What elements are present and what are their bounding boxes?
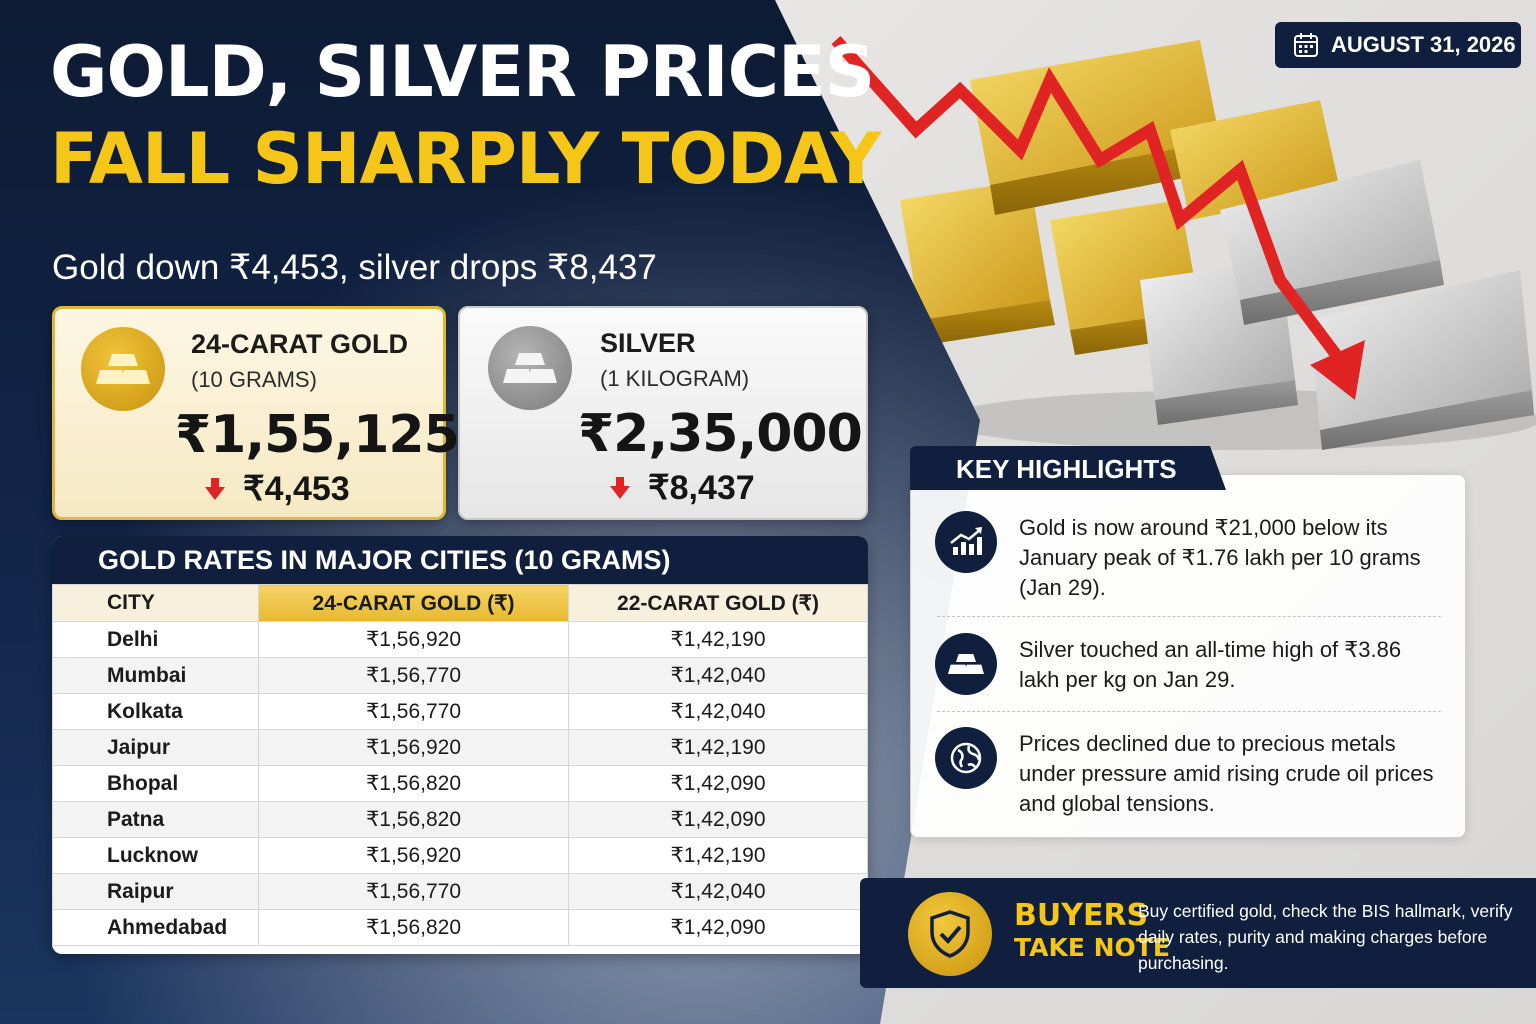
gold-bars-icon (81, 327, 165, 411)
city-table-title: GOLD RATES IN MAJOR CITIES (10 GRAMS) (52, 536, 868, 584)
table-row: Delhi ₹1,56,920 ₹1,42,190 (52, 621, 868, 658)
table-row: Jaipur ₹1,56,920 ₹1,42,190 (52, 729, 868, 766)
divider (937, 616, 1441, 617)
city-rates-table: GOLD RATES IN MAJOR CITIES (10 GRAMS) CI… (52, 536, 868, 954)
highlight-text: Silver touched an all-time high of ₹3.86… (1019, 637, 1402, 692)
gold-card-title: 24-CARAT GOLD (191, 329, 409, 359)
gold-bars-icon (935, 633, 997, 695)
gold-change-value: ₹4,453 (243, 470, 350, 508)
table-row: Raipur ₹1,56,770 ₹1,42,040 (52, 873, 868, 910)
city-cell: Jaipur (52, 729, 259, 766)
column-header-24k: 24-CARAT GOLD (₹) (258, 584, 569, 622)
city-cell: Raipur (52, 873, 259, 910)
rate-22k-cell: ₹1,42,090 (568, 909, 868, 946)
rate-22k-cell: ₹1,42,190 (568, 837, 868, 874)
rate-22k-cell: ₹1,42,090 (568, 765, 868, 802)
rate-24k-cell: ₹1,56,920 (258, 729, 569, 766)
table-header-row: CITY 24-CARAT GOLD (₹) 22-CARAT GOLD (₹) (52, 584, 868, 622)
rate-24k-cell: ₹1,56,920 (258, 621, 569, 658)
rate-22k-cell: ₹1,42,040 (568, 657, 868, 694)
silver-price: ₹2,35,000 (578, 404, 863, 464)
silver-price-change: ₹8,437 (610, 468, 755, 508)
buyers-title-line1: BUYERS (1014, 898, 1149, 933)
city-cell: Kolkata (52, 693, 259, 730)
city-cell: Mumbai (52, 657, 259, 694)
divider (937, 711, 1441, 712)
rate-22k-cell: ₹1,42,040 (568, 873, 868, 910)
city-cell: Ahmedabad (52, 909, 259, 946)
rate-24k-cell: ₹1,56,770 (258, 657, 569, 694)
silver-price-card: SILVER (1 KILOGRAM) ₹2,35,000 ₹8,437 (458, 306, 868, 520)
gold-card-unit: (10 GRAMS) (191, 367, 317, 392)
rate-22k-cell: ₹1,42,040 (568, 693, 868, 730)
highlight-text: Prices declined due to precious metals u… (1019, 731, 1434, 816)
buyers-title-line2: TAKE NOTE (1014, 933, 1170, 962)
headline: GOLD, SILVER PRICES FALL SHARPLY TODAY (50, 30, 881, 204)
calendar-icon (1294, 33, 1318, 57)
down-arrow-icon (205, 478, 225, 500)
gold-price: ₹1,55,125 (175, 405, 460, 465)
table-row: Mumbai ₹1,56,770 ₹1,42,040 (52, 657, 868, 694)
city-cell: Patna (52, 801, 259, 838)
highlight-item: Silver touched an all-time high of ₹3.86… (935, 633, 1443, 695)
city-cell: Lucknow (52, 837, 259, 874)
gold-price-card: 24-CARAT GOLD (10 GRAMS) ₹1,55,125 ₹4,45… (52, 306, 460, 520)
table-row: Lucknow ₹1,56,920 ₹1,42,190 (52, 837, 868, 874)
rates-table: CITY 24-CARAT GOLD (₹) 22-CARAT GOLD (₹)… (52, 584, 868, 946)
rate-22k-cell: ₹1,42,190 (568, 621, 868, 658)
silver-card-title: SILVER (600, 328, 696, 358)
chart-up-icon (935, 511, 997, 573)
buyers-advice-text: Buy certified gold, check the BIS hallma… (1138, 901, 1513, 973)
shield-check-icon (908, 892, 992, 976)
headline-line2: FALL SHARPLY TODAY (50, 118, 881, 200)
rate-24k-cell: ₹1,56,820 (258, 765, 569, 802)
column-header-city: CITY (52, 584, 259, 622)
column-header-22k: 22-CARAT GOLD (₹) (568, 584, 868, 622)
buyers-note-banner: BUYERS TAKE NOTE Buy certified gold, che… (860, 878, 1536, 988)
gold-silver-bars-illustration (831, 36, 1536, 450)
silver-change-value: ₹8,437 (648, 469, 755, 507)
key-highlights-title: KEY HIGHLIGHTS (910, 446, 1226, 490)
silver-bars-icon (488, 326, 572, 410)
city-cell: Bhopal (52, 765, 259, 802)
silver-card-unit: (1 KILOGRAM) (600, 366, 750, 391)
highlight-text: Gold is now around ₹21,000 below its Jan… (1019, 515, 1421, 600)
rate-24k-cell: ₹1,56,820 (258, 801, 569, 838)
buyers-title: BUYERS TAKE NOTE (1014, 900, 1170, 964)
subheadline: Gold down ₹4,453, silver drops ₹8,437 (52, 248, 657, 287)
down-arrow-icon (610, 477, 630, 499)
globe-icon (935, 727, 997, 789)
rate-22k-cell: ₹1,42,190 (568, 729, 868, 766)
rate-22k-cell: ₹1,42,090 (568, 801, 868, 838)
rate-24k-cell: ₹1,56,920 (258, 837, 569, 874)
rate-24k-cell: ₹1,56,770 (258, 873, 569, 910)
table-row: Kolkata ₹1,56,770 ₹1,42,040 (52, 693, 868, 730)
rate-24k-cell: ₹1,56,820 (258, 909, 569, 946)
highlight-item: Prices declined due to precious metals u… (935, 727, 1443, 819)
city-cell: Delhi (52, 621, 259, 658)
headline-line1: GOLD, SILVER PRICES (50, 31, 875, 113)
rate-24k-cell: ₹1,56,770 (258, 693, 569, 730)
key-highlights-panel: Gold is now around ₹21,000 below its Jan… (910, 474, 1466, 838)
table-row: Ahmedabad ₹1,56,820 ₹1,42,090 (52, 909, 868, 946)
date-text: AUGUST 31, 2026 (1331, 32, 1516, 57)
highlight-item: Gold is now around ₹21,000 below its Jan… (935, 511, 1443, 603)
table-row: Bhopal ₹1,56,820 ₹1,42,090 (52, 765, 868, 802)
gold-price-change: ₹4,453 (205, 469, 350, 509)
date-badge: AUGUST 31, 2026 (1275, 22, 1521, 68)
table-row: Patna ₹1,56,820 ₹1,42,090 (52, 801, 868, 838)
